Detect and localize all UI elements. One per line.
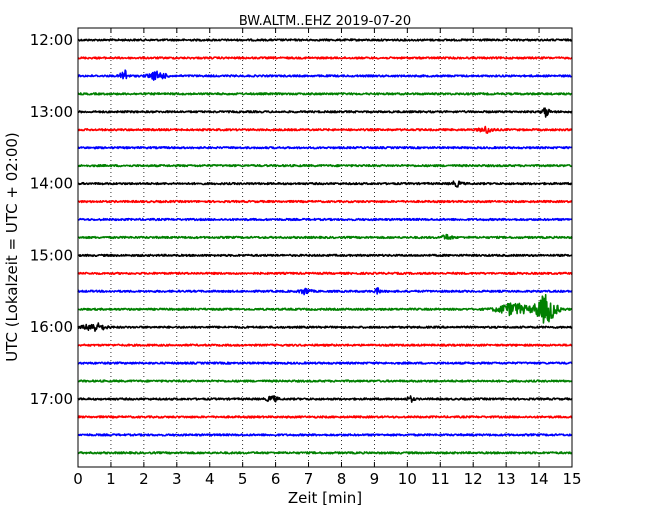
y-tick-label: 12:00 [30, 31, 73, 49]
y-tick-label: 13:00 [30, 103, 73, 121]
plot-frame [77, 27, 573, 468]
trace-1300 [77, 107, 573, 118]
y-tick-label: 15:00 [30, 246, 73, 264]
y-tick-label: 14:00 [30, 175, 73, 193]
y-axis-ticks: 12:00 13:00 14:00 15:00 16:00 17:00 [30, 31, 572, 408]
x-tick-label: 13 [497, 470, 516, 488]
x-tick-label: 14 [530, 470, 549, 488]
x-tick-label: 11 [431, 470, 450, 488]
trace-1730 [77, 433, 573, 437]
x-tick-label: 3 [172, 470, 182, 488]
x-tick-label: 7 [304, 470, 314, 488]
trace-1345 [77, 163, 573, 168]
x-axis-ticks: 0 1 2 3 4 5 6 7 8 9 10 11 12 13 14 15 [73, 28, 582, 488]
x-tick-label: 4 [205, 470, 215, 488]
trace-1745 [77, 451, 573, 455]
trace-1215 [77, 56, 573, 60]
trace-1615 [77, 343, 573, 347]
x-tick-label: 1 [106, 470, 116, 488]
x-tick-label: 0 [73, 470, 83, 488]
x-tick-label: 6 [271, 470, 281, 488]
trace-1700 [77, 395, 573, 403]
trace-1415 [77, 199, 573, 204]
x-tick-label: 12 [464, 470, 483, 488]
x-tick-label: 15 [562, 470, 581, 488]
chart-title: BW.ALTM..EHZ 2019-07-20 [239, 14, 411, 29]
trace-1430 [77, 217, 573, 222]
x-tick-label: 2 [139, 470, 149, 488]
trace-1545 [77, 293, 573, 324]
x-tick-label: 8 [337, 470, 347, 488]
x-tick-label: 10 [398, 470, 417, 488]
trace-1530 [77, 287, 573, 296]
trace-1600 [77, 322, 573, 332]
trace-1200 [77, 38, 573, 42]
trace-1245 [77, 92, 573, 96]
seismogram-traces [77, 38, 573, 455]
trace-1315 [77, 125, 573, 134]
trace-1400 [77, 180, 573, 188]
trace-1715 [77, 415, 573, 419]
trace-1500 [77, 253, 573, 258]
trace-1630 [77, 361, 573, 365]
trace-1330 [77, 146, 573, 150]
x-axis-label: Zeit [min] [288, 489, 362, 507]
y-axis-label: UTC (Lokalzeit = UTC + 02:00) [3, 132, 21, 362]
x-tick-label: 5 [238, 470, 248, 488]
y-tick-label: 16:00 [30, 318, 73, 336]
trace-1230 [77, 69, 573, 81]
trace-1645 [77, 379, 573, 383]
y-tick-label: 17:00 [30, 390, 73, 408]
x-tick-label: 9 [370, 470, 380, 488]
trace-1515 [77, 271, 573, 276]
trace-1445 [77, 233, 573, 240]
